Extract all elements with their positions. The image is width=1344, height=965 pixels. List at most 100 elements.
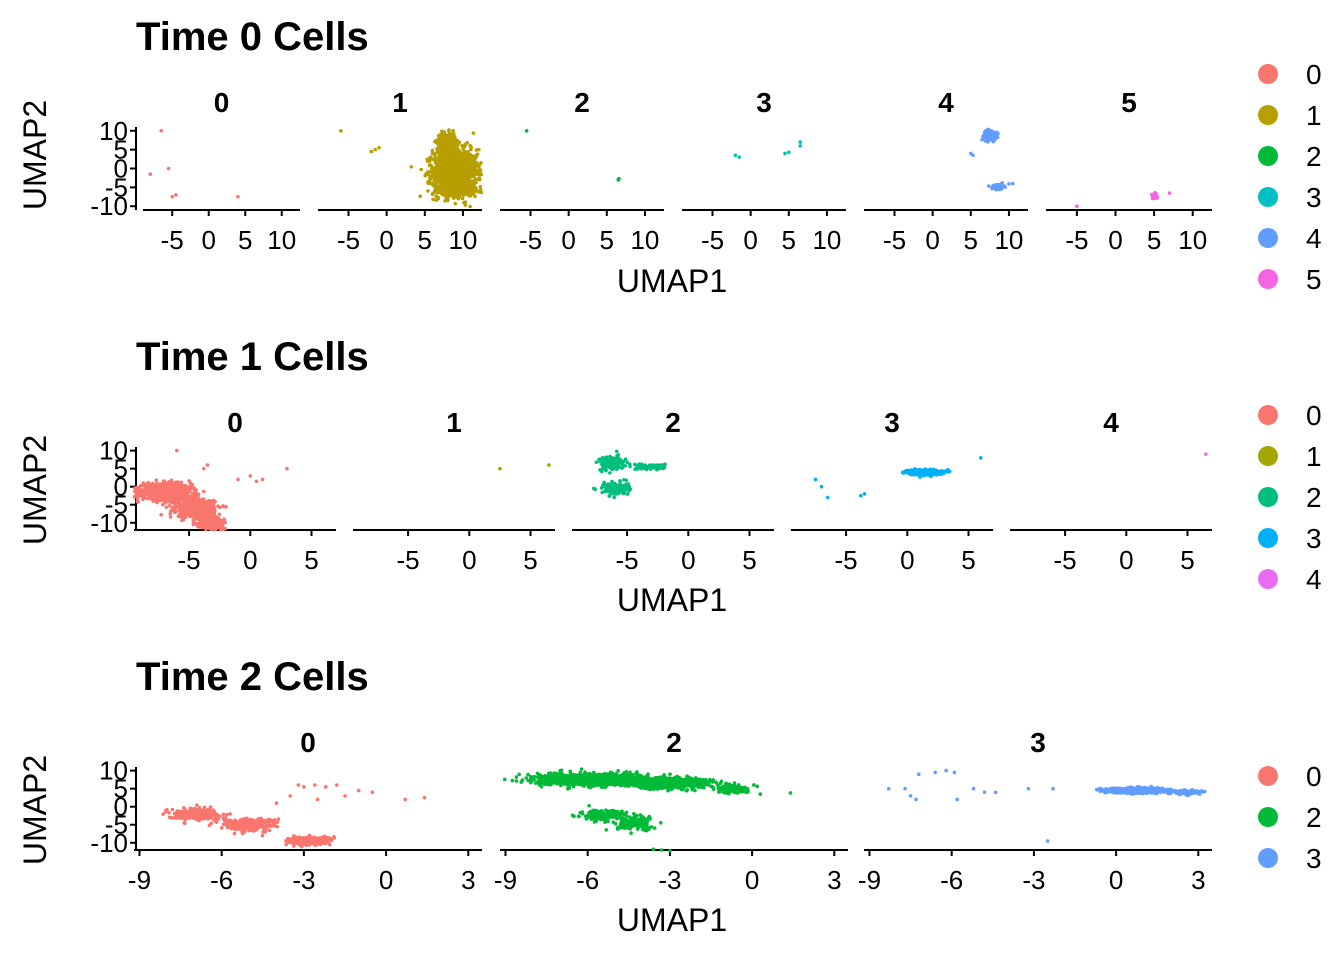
x-tick-label: 10 — [994, 225, 1023, 255]
data-point — [216, 516, 220, 520]
facet-label: 0 — [214, 87, 230, 118]
data-point — [451, 129, 455, 133]
data-point — [418, 195, 422, 199]
data-point — [261, 478, 265, 482]
data-point — [236, 195, 240, 199]
data-point — [204, 512, 208, 516]
facet-label: 1 — [392, 87, 408, 118]
data-point — [998, 187, 1002, 191]
data-point — [444, 194, 448, 198]
data-point — [1075, 204, 1079, 208]
data-point — [409, 165, 413, 169]
data-point — [450, 136, 454, 140]
x-tick-label: 5 — [1147, 225, 1161, 255]
data-point — [987, 184, 991, 188]
data-point — [209, 525, 213, 529]
data-point — [441, 141, 445, 145]
data-point — [605, 463, 609, 467]
y-tick-label: -10 — [90, 508, 128, 538]
data-point — [459, 165, 463, 169]
data-point — [202, 467, 206, 471]
data-point — [140, 489, 144, 493]
data-point — [447, 140, 451, 144]
data-point — [458, 174, 462, 178]
legend-label: 2 — [1306, 141, 1322, 172]
legend-label: 1 — [1306, 100, 1322, 131]
data-point — [167, 494, 171, 498]
data-point — [136, 500, 140, 504]
data-point — [461, 197, 465, 201]
facet-label: 2 — [574, 87, 590, 118]
data-point — [466, 174, 470, 178]
data-point — [194, 517, 198, 521]
data-point — [236, 478, 240, 482]
legend-swatch — [1258, 105, 1278, 125]
data-point — [174, 193, 178, 197]
data-point — [617, 177, 621, 181]
x-axis-label: UMAP1 — [617, 263, 727, 299]
legend-swatch — [1258, 228, 1278, 248]
data-point — [159, 513, 163, 517]
x-tick-label: 5 — [238, 225, 252, 255]
data-point — [209, 507, 213, 511]
chart-title: Time 0 Cells — [136, 15, 369, 59]
data-point — [434, 156, 438, 160]
data-point — [202, 519, 206, 523]
data-point — [216, 504, 220, 508]
data-point — [200, 499, 204, 503]
data-point — [734, 153, 738, 157]
x-tick-label: -5 — [519, 225, 542, 255]
data-point — [622, 464, 626, 468]
data-point — [138, 486, 142, 490]
data-point — [433, 171, 437, 175]
x-tick-label: 10 — [448, 225, 477, 255]
legend-label: 3 — [1306, 182, 1322, 213]
data-point — [172, 497, 176, 501]
data-point — [615, 487, 619, 491]
x-tick-label: 10 — [1178, 225, 1207, 255]
data-point — [169, 498, 173, 502]
x-axis-label: UMAP1 — [617, 582, 727, 618]
data-point — [161, 503, 165, 507]
data-point — [465, 151, 469, 155]
data-point — [604, 469, 608, 473]
data-point — [442, 138, 446, 142]
data-point — [445, 137, 449, 141]
data-point — [441, 146, 445, 150]
data-point — [143, 493, 147, 497]
data-point — [478, 167, 482, 171]
data-point — [475, 155, 479, 159]
data-point — [615, 450, 619, 454]
data-point — [601, 466, 605, 470]
data-point — [1152, 195, 1156, 199]
data-point — [443, 132, 447, 136]
legend-swatch — [1258, 187, 1278, 207]
data-point — [211, 499, 215, 503]
data-point — [473, 168, 477, 172]
data-point — [474, 181, 478, 185]
legend-label: 4 — [1306, 223, 1322, 254]
data-point — [609, 485, 613, 489]
data-point — [162, 480, 166, 484]
data-point — [205, 501, 209, 505]
data-point — [597, 458, 601, 462]
data-point — [194, 504, 198, 508]
x-tick-label: -5 — [1065, 225, 1088, 255]
data-point — [144, 484, 148, 488]
data-point — [624, 479, 628, 483]
data-point — [440, 129, 444, 133]
data-point — [206, 463, 210, 467]
data-point — [498, 467, 502, 471]
data-point — [166, 489, 170, 493]
data-point — [432, 184, 436, 188]
data-point — [436, 148, 440, 152]
data-point — [452, 180, 456, 184]
data-point — [429, 164, 433, 168]
x-tick-label: 5 — [304, 545, 318, 575]
data-point — [465, 161, 469, 165]
data-point — [182, 509, 186, 513]
data-point — [431, 149, 435, 153]
